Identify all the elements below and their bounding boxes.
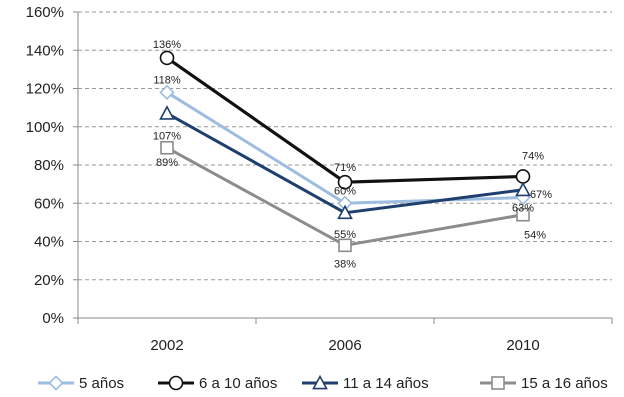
data-label: 54% [524, 230, 546, 242]
y-tick-label: 60% [34, 195, 64, 212]
legend-swatch-marker [312, 374, 328, 390]
data-label: 67% [530, 189, 552, 201]
legend-label: 6 a 10 años [199, 375, 277, 392]
y-tick-label: 40% [34, 234, 64, 251]
data-label: 118% [153, 74, 181, 86]
legend-swatch-marker [48, 375, 64, 391]
y-tick-label: 120% [26, 81, 64, 98]
axis-layer: 0% 20% 40% 60% 80% 100% 120% 140% 160% 2002 2006 20… [26, 4, 613, 354]
data-point-marker [515, 169, 531, 184]
series-layer [159, 50, 531, 253]
legend-swatch-marker [491, 376, 505, 390]
data-label: 60% [334, 185, 356, 197]
y-tick-label: 100% [26, 119, 64, 136]
data-point-marker [337, 204, 353, 220]
data-label: 38% [334, 258, 356, 270]
data-label: 89% [156, 157, 178, 169]
x-tick-label: 2010 [506, 337, 539, 354]
data-point-marker [337, 174, 353, 190]
data-point-marker [159, 84, 175, 100]
y-tick-label: 0% [42, 310, 64, 327]
data-label: 63% [512, 203, 534, 215]
data-point-marker [338, 238, 352, 253]
y-tick-label: 140% [26, 42, 64, 59]
data-label: 107% [153, 130, 181, 142]
data-point-marker [160, 140, 174, 155]
legend-label: 15 a 16 años [521, 375, 608, 392]
data-point-marker [159, 105, 175, 120]
data-label-layer: 118% 60% 63% 136% 71% 74% 107% 55% 67% 89% 38% 54% [153, 39, 552, 270]
data-point-marker [159, 50, 175, 66]
data-label: 71% [334, 162, 356, 174]
data-label: 136% [153, 39, 181, 51]
y-tick-label: 160% [26, 4, 64, 21]
legend-label: 5 años [79, 375, 124, 392]
data-label: 55% [334, 229, 356, 241]
data-point-marker [516, 207, 530, 222]
legend-swatch-marker [168, 375, 184, 391]
data-label: 74% [522, 150, 544, 162]
legend: 5 años 6 a 10 años 11 a 14 años 15 a 16 año… [38, 374, 608, 392]
legend-label: 11 a 14 años [343, 375, 429, 392]
data-point-marker [515, 181, 531, 197]
x-tick-label: 2002 [150, 337, 183, 354]
y-tick-label: 80% [34, 157, 64, 174]
x-tick-label: 2006 [328, 337, 361, 354]
y-tick-label: 20% [34, 272, 64, 289]
